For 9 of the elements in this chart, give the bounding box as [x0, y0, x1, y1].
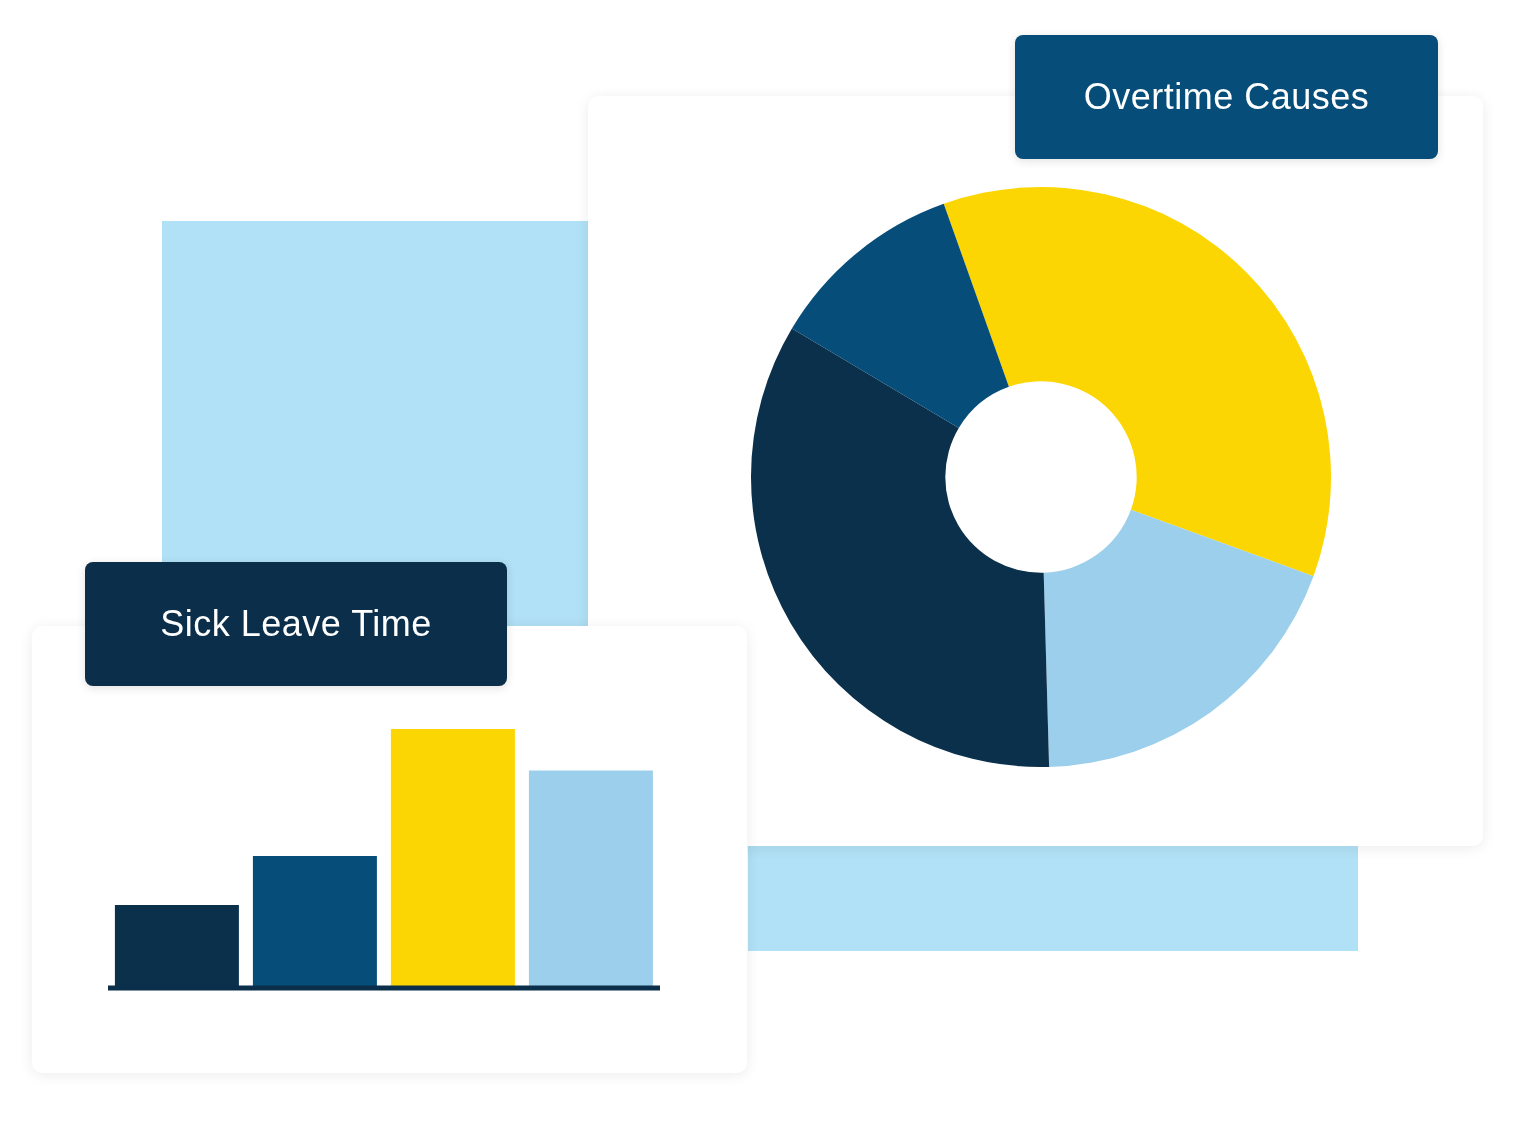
donut-slice	[791, 203, 1009, 428]
donut-slice	[1043, 509, 1314, 767]
chart-title: Overtime Causes	[1083, 76, 1370, 118]
bar	[528, 770, 653, 988]
donut-slice	[751, 328, 1050, 767]
donut-slice	[943, 187, 1331, 577]
bar	[390, 729, 515, 988]
bar	[252, 855, 377, 988]
chart-title: Sick Leave Time	[160, 603, 432, 645]
